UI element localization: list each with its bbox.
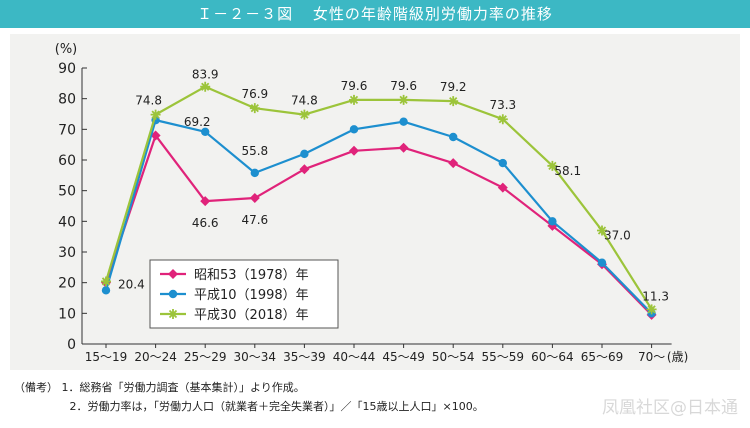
- data-point-2: [449, 132, 458, 142]
- data-point-3: [497, 114, 508, 125]
- data-point-2: [597, 258, 607, 267]
- data-point-3: [249, 103, 260, 114]
- data-label: 20.4: [118, 277, 145, 291]
- data-label: 58.1: [554, 164, 581, 178]
- data-point-1: [249, 193, 260, 204]
- data-point-3: [299, 109, 310, 120]
- x-tick-label: 15～19: [85, 350, 128, 364]
- data-point-1: [299, 164, 310, 175]
- data-point-3: [200, 81, 211, 92]
- y-tick-label: 0: [67, 337, 76, 353]
- data-point-1: [448, 158, 459, 169]
- y-tick-label: 80: [58, 92, 76, 108]
- figure-code: Ｉ－２－３図: [197, 5, 294, 23]
- legend-marker-1: [168, 269, 178, 279]
- data-point-2: [498, 158, 507, 168]
- x-tick-label: 70～: [638, 350, 665, 364]
- data-point-1: [200, 196, 211, 207]
- data-point-1: [398, 142, 409, 153]
- data-point-3: [398, 94, 409, 105]
- data-point-2: [399, 117, 408, 126]
- notes-prefix: （備考）: [14, 381, 58, 394]
- data-point-2: [548, 217, 557, 226]
- series-line-1: [104, 134, 653, 316]
- x-tick-label: 40～44: [333, 350, 376, 364]
- watermark: 凤凰社区@日本通: [602, 398, 738, 418]
- data-label: 79.2: [440, 80, 467, 94]
- data-label: 79.6: [341, 79, 368, 93]
- y-tick-label: 20: [58, 276, 76, 292]
- figure-title-bar: Ｉ－２－３図 女性の年齢階級別労働力率の推移: [0, 0, 750, 28]
- legend-marker-2: [168, 289, 178, 299]
- data-point-3: [101, 276, 111, 287]
- data-label: 76.9: [241, 87, 268, 101]
- x-tick-label: 55～59: [482, 350, 525, 364]
- y-tick-label: 30: [58, 245, 76, 261]
- y-tick-label: 40: [58, 214, 76, 230]
- x-tick-label: 50～54: [432, 350, 475, 364]
- data-point-3: [150, 109, 161, 120]
- y-tick-label: 60: [58, 153, 76, 169]
- data-point-3: [448, 96, 459, 107]
- data-label: 37.0: [604, 229, 631, 243]
- y-tick-label: 70: [58, 122, 76, 138]
- x-tick-label: 65～69: [581, 350, 624, 364]
- data-point-2: [101, 286, 111, 295]
- data-label: 83.9: [192, 68, 219, 82]
- x-axis-unit: (歳): [667, 350, 688, 364]
- x-tick-label: 60～64: [531, 350, 574, 364]
- legend-marker-3: [168, 309, 178, 319]
- data-point-1: [150, 130, 161, 141]
- series-line-3: [104, 85, 653, 310]
- x-tick-label: 25～29: [184, 350, 227, 364]
- data-point-3: [547, 160, 558, 171]
- note-line-1: 1．総務省「労働力調査（基本集計）」より作成。: [61, 381, 305, 394]
- data-point-3: [349, 94, 359, 105]
- figure-title: 女性の年齢階級別労働力率の推移: [312, 5, 553, 23]
- y-axis-unit: (%): [55, 42, 78, 57]
- data-label: 69.2: [184, 115, 211, 129]
- data-label: 73.3: [489, 98, 516, 112]
- data-point-2: [300, 149, 309, 159]
- x-tick-label: 35～39: [283, 350, 326, 364]
- series-line-2: [104, 119, 653, 315]
- y-tick-label: 10: [58, 306, 76, 322]
- data-point-1: [497, 182, 508, 193]
- data-point-2: [349, 125, 359, 134]
- data-point-2: [201, 127, 210, 136]
- x-tick-label: 20～24: [134, 350, 177, 364]
- y-tick-label: 90: [58, 61, 76, 77]
- x-tick-label: 30～34: [234, 350, 277, 364]
- x-tick-label: 45～49: [382, 350, 425, 364]
- data-label: 74.8: [135, 94, 162, 108]
- data-point-2: [250, 168, 259, 178]
- legend-label-2: 平成10（1998）年: [194, 288, 309, 303]
- data-label: 74.8: [291, 94, 318, 108]
- note-line-2: 2．労働力率は，「労働力人口（就業者＋完全失業者）」／「15歳以上人口」×100…: [69, 400, 484, 413]
- data-label: 79.6: [390, 79, 417, 93]
- data-label: 47.6: [241, 213, 268, 227]
- legend-label-3: 平成30（2018）年: [194, 308, 309, 323]
- data-point-1: [349, 145, 359, 156]
- notes: （備考） 1．総務省「労働力調査（基本集計）」より作成。 2．労働力率は，「労働…: [14, 378, 484, 416]
- data-label: 11.3: [642, 289, 669, 303]
- data-label: 55.8: [241, 144, 268, 158]
- y-tick-label: 50: [58, 184, 76, 200]
- legend-label-1: 昭和53（1978）年: [194, 268, 309, 283]
- data-point-3: [646, 304, 657, 315]
- data-label: 46.6: [192, 216, 219, 230]
- data-point-3: [597, 225, 607, 236]
